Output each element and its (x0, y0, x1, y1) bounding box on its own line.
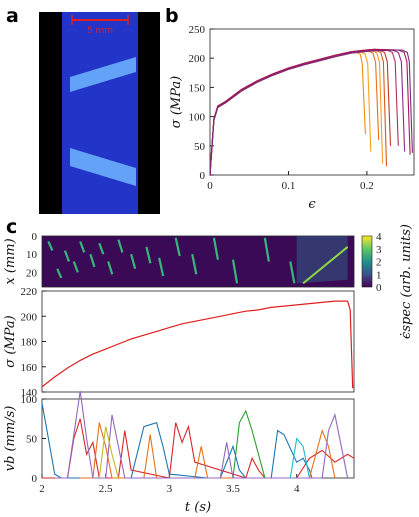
x-tick-label: 2.5 (99, 483, 113, 495)
stress-strain-curve (209, 49, 384, 176)
deformation-band-upper (70, 57, 136, 92)
band-trace (63, 250, 70, 262)
stress-time-chart: 140 160 180 200 220 σ (MPa) (3, 286, 355, 399)
stress-strain-curve (209, 49, 413, 176)
y-tick-label: 10 (26, 249, 38, 261)
plot-frame (209, 28, 415, 176)
band-velocity-chart: 0 50 100 2 2.5 3 3.5 4 t (s) vb (mm/s) (3, 391, 355, 515)
x-tick-label: 0 (207, 180, 213, 192)
x-axis-label: t (s) (185, 500, 211, 515)
y-axis-label: vb (mm/s) (3, 406, 18, 472)
y-tick-label: 220 (21, 286, 38, 298)
colorbar-tick-label: 0 (376, 282, 382, 294)
band-trace (130, 253, 137, 270)
band-trace (263, 237, 270, 262)
colorbar-tick-label: 3 (376, 244, 382, 256)
x-tick-label: 3 (167, 483, 173, 495)
specimen-image: 5 mm (39, 12, 160, 214)
band-trace (47, 241, 54, 252)
y-tick-label: 150 (189, 82, 206, 94)
stress-strain-curve (209, 50, 380, 175)
y-axis-label: σ (MPa) (169, 76, 184, 128)
band-trace (72, 261, 79, 273)
velocity-line (98, 426, 119, 479)
band-trace (158, 257, 165, 277)
band-trace (302, 246, 349, 285)
band-trace (98, 242, 105, 255)
y-tick-label: 140 (21, 387, 38, 399)
y-tick-label: 160 (21, 362, 38, 374)
band-trace (231, 259, 239, 284)
band-trace (107, 261, 114, 275)
stress-line (41, 300, 354, 389)
band-trace (89, 253, 96, 268)
velocity-line (232, 409, 266, 479)
y-tick-label: 50 (26, 434, 38, 446)
band-trace (191, 253, 198, 275)
colorbar (361, 235, 373, 288)
x-tick-label: 2 (39, 483, 45, 495)
velocity-line (42, 418, 355, 479)
y-tick-label: 0 (32, 473, 38, 485)
colorbar-label: ϵ̇spec (arb. units) (399, 224, 414, 339)
y-tick-label: 100 (189, 112, 206, 124)
colorbar-tick-label: 2 (376, 257, 382, 269)
panel-label-c: c (6, 216, 17, 238)
y-tick-label: 180 (21, 337, 38, 349)
y-axis-label: x (mm) (3, 238, 18, 284)
y-tick-label: 200 (21, 311, 38, 323)
panel-label-b: b (165, 5, 179, 27)
x-axis-label: ϵ (308, 197, 316, 212)
band-trace (117, 239, 124, 253)
failure-region (296, 236, 348, 284)
heatmap-background (41, 235, 355, 288)
velocity-line (41, 402, 313, 479)
y-tick-label: 0 (200, 170, 206, 182)
panel-label-a: a (6, 5, 19, 27)
colorbar-tick-label: 4 (376, 231, 382, 243)
y-tick-label: 50 (194, 141, 206, 153)
y-tick-label: 200 (189, 53, 206, 65)
band-trace (56, 268, 63, 279)
velocity-line (80, 422, 336, 479)
x-tick-label: 0.2 (360, 180, 374, 192)
velocity-line (54, 391, 349, 479)
stress-strain-chart: 0 0.1 0.2 0 50 100 150 200 250 ϵ σ (MPa) (169, 24, 415, 212)
y-tick-label: 250 (189, 24, 206, 36)
band-trace (212, 237, 220, 260)
scale-bar-label: 5 mm (87, 26, 113, 36)
deformation-band-lower (70, 148, 136, 186)
stress-strain-curve (209, 50, 372, 176)
velocity-line (289, 437, 310, 479)
colorbar-tick-label: 1 (376, 269, 382, 281)
x-tick-label: 3.5 (226, 483, 240, 495)
specimen-strip (62, 12, 138, 214)
band-trace (289, 261, 296, 284)
stress-strain-curve (209, 48, 392, 175)
y-tick-label: 0 (32, 231, 38, 243)
stress-strain-curve (209, 49, 388, 176)
plot-frame (41, 290, 355, 393)
y-tick-label: 20 (26, 267, 38, 279)
band-trace (174, 237, 181, 257)
x-tick-label: 4 (294, 483, 300, 495)
stress-strain-curve (209, 51, 366, 176)
band-trace (79, 241, 86, 253)
x-tick-label: 0.1 (282, 180, 296, 192)
y-tick-label: 100 (21, 394, 38, 406)
stress-strain-curve (209, 49, 399, 176)
y-axis-label: σ (MPa) (3, 315, 18, 367)
band-trace (145, 246, 152, 264)
